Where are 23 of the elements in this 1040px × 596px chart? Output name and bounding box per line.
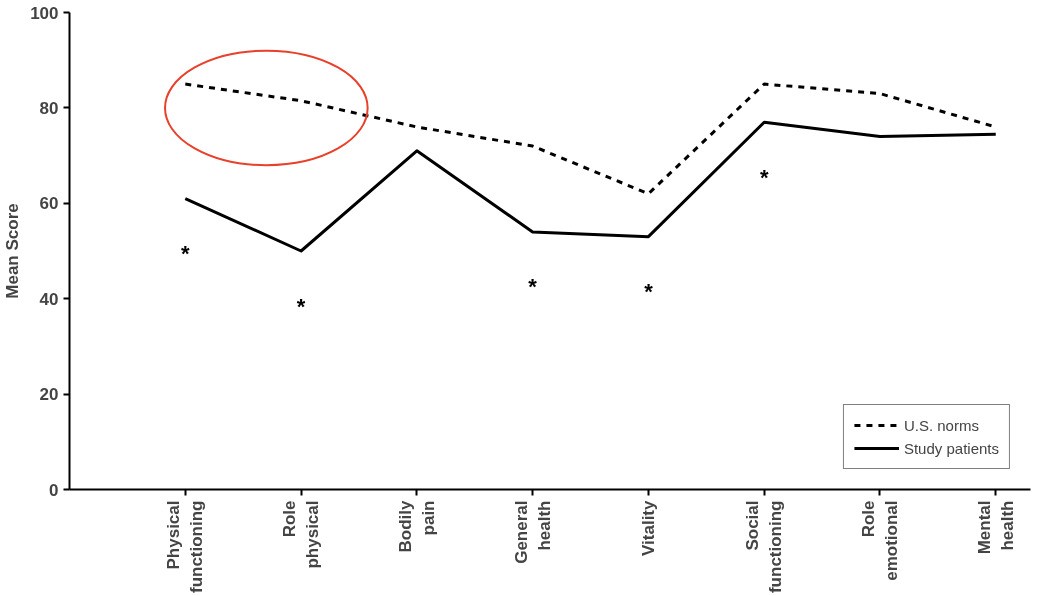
annotation: * — [296, 293, 306, 319]
x-tick-label: Bodily pain — [395, 499, 438, 553]
legend-label: U.S. norms — [903, 416, 979, 434]
x-tick-label: Physical functioning — [164, 500, 207, 594]
y-tick-label: 40 — [39, 289, 59, 309]
annotation: * — [644, 279, 654, 305]
x-tick-label: Mental health — [974, 500, 1017, 555]
annotation: * — [181, 241, 190, 267]
line-series — [183, 120, 998, 253]
y-tick-label: 60 — [39, 194, 59, 214]
x-tick-label: General health — [511, 500, 554, 564]
annotation: * — [528, 274, 538, 300]
x-tick-label: Role emotional — [859, 500, 901, 581]
y-tick-label: 0 — [49, 480, 59, 500]
y-axis-title: Mean Score — [3, 203, 23, 299]
x-tick-label: Role physical — [280, 500, 322, 569]
y-tick-label: 80 — [39, 98, 59, 118]
legend-label: Study patients — [903, 439, 999, 457]
x-tick-label: Vitality — [638, 499, 658, 556]
y-tick-label: 20 — [39, 385, 59, 405]
y-tick-label: 100 — [30, 3, 59, 23]
x-tick-label: Social functioning — [743, 500, 786, 594]
annotation: * — [759, 164, 769, 190]
